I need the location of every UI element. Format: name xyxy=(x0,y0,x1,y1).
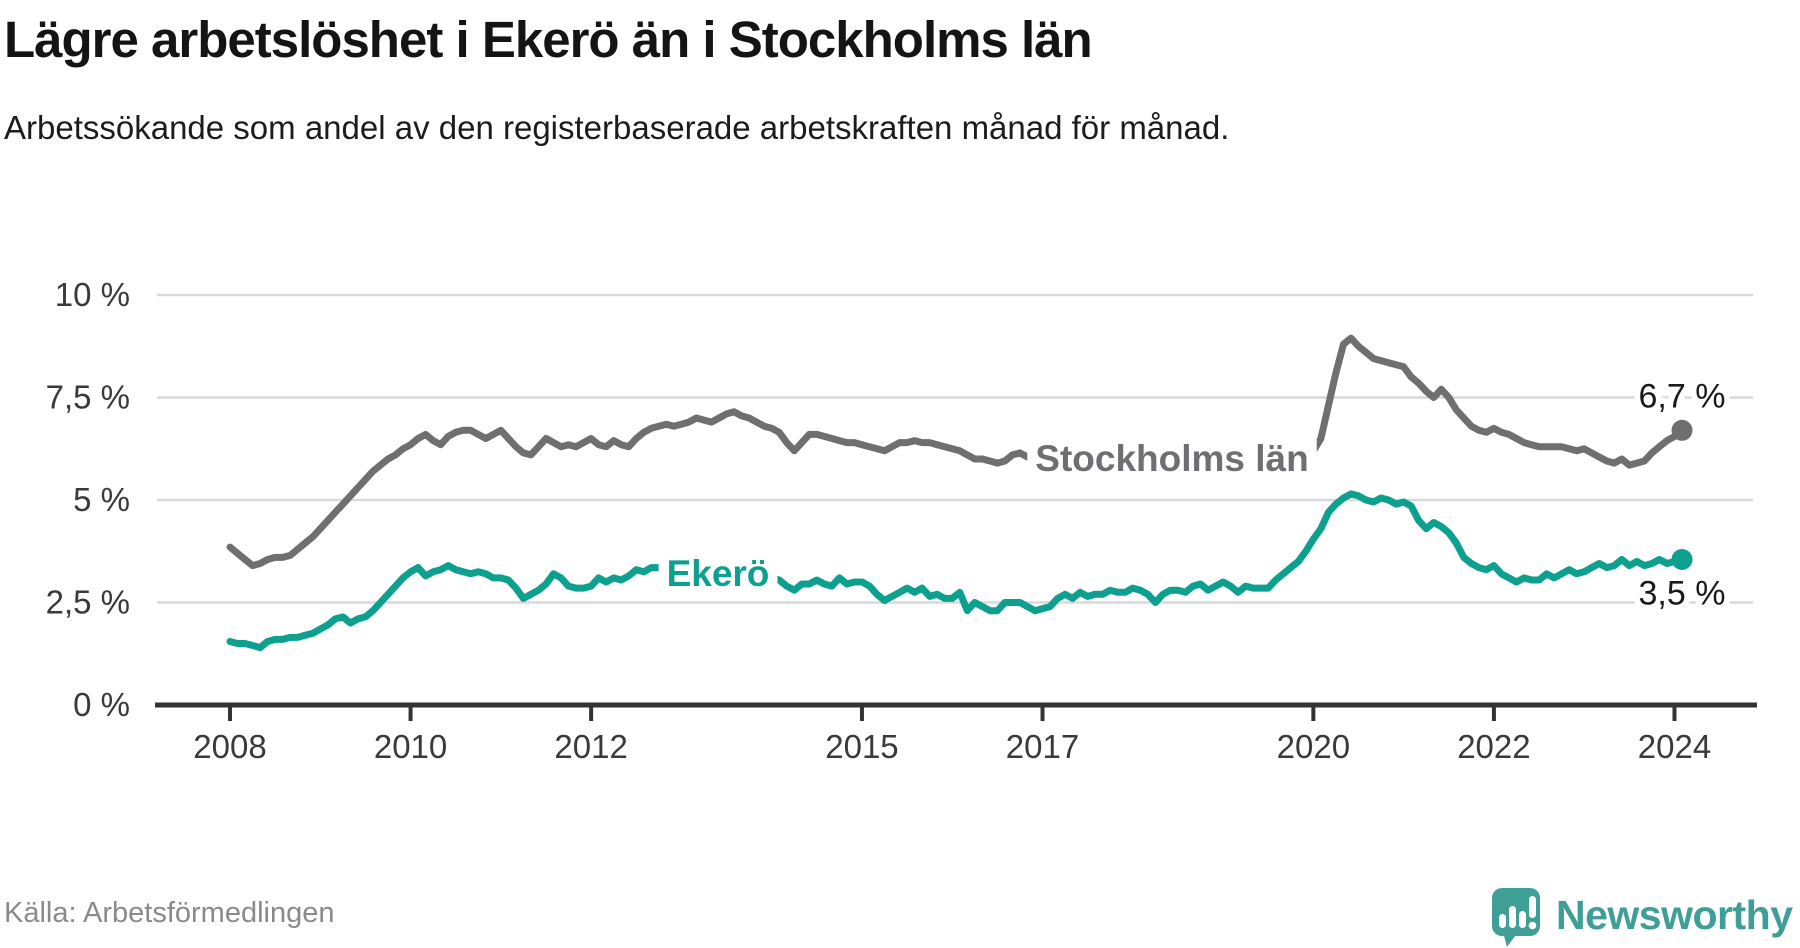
x-tick-label-2024: 2024 xyxy=(1638,728,1711,765)
x-tick-label-2008: 2008 xyxy=(193,728,266,765)
chart-title: Lägre arbetslöshet i Ekerö än i Stockhol… xyxy=(4,11,1093,68)
x-tick-label-2017: 2017 xyxy=(1006,728,1079,765)
y-tick-label-5: 5 % xyxy=(73,481,130,518)
series-label-mask-stockholms-l-n xyxy=(1027,434,1317,483)
series-label-mask-eker- xyxy=(658,549,778,598)
bar-icon-small xyxy=(1499,914,1506,928)
exclamation-dot-icon xyxy=(1528,921,1537,930)
y-tick-label-2.5: 2,5 % xyxy=(46,584,130,621)
bar-icon-medium xyxy=(1519,911,1526,928)
newsworthy-logo: Newsworthy xyxy=(1490,886,1793,948)
bar-icon-tall xyxy=(1509,906,1516,928)
x-tick-label-2020: 2020 xyxy=(1277,728,1350,765)
source-note: Källa: Arbetsförmedlingen xyxy=(4,897,335,929)
exclamation-bar-icon xyxy=(1529,896,1536,918)
end-dot-eker- xyxy=(1671,548,1693,570)
end-dot-stockholms-l-n xyxy=(1671,419,1693,441)
x-tick-label-2022: 2022 xyxy=(1457,728,1530,765)
x-tick-label-2010: 2010 xyxy=(374,728,447,765)
end-value-label-stockholms-l-n: 6,7 % xyxy=(1639,377,1726,415)
y-tick-label-0: 0 % xyxy=(73,686,130,723)
chart-subtitle: Arbetssökande som andel av den registerb… xyxy=(4,109,1230,146)
series-line-eker- xyxy=(226,490,1686,652)
y-tick-label-10: 10 % xyxy=(55,276,130,313)
end-value-label-eker-: 3,5 % xyxy=(1639,574,1726,612)
series-label-stockholms-l-n: Stockholms län xyxy=(1035,438,1308,479)
series-line-stockholms-l-n xyxy=(226,334,1686,570)
y-tick-label-7.5: 7,5 % xyxy=(46,379,130,416)
series-label-eker-: Ekerö xyxy=(667,553,770,594)
newsworthy-icon xyxy=(1492,888,1540,947)
x-tick-label-2015: 2015 xyxy=(825,728,898,765)
newsworthy-wordmark: Newsworthy xyxy=(1556,891,1793,938)
x-tick-label-2012: 2012 xyxy=(554,728,627,765)
